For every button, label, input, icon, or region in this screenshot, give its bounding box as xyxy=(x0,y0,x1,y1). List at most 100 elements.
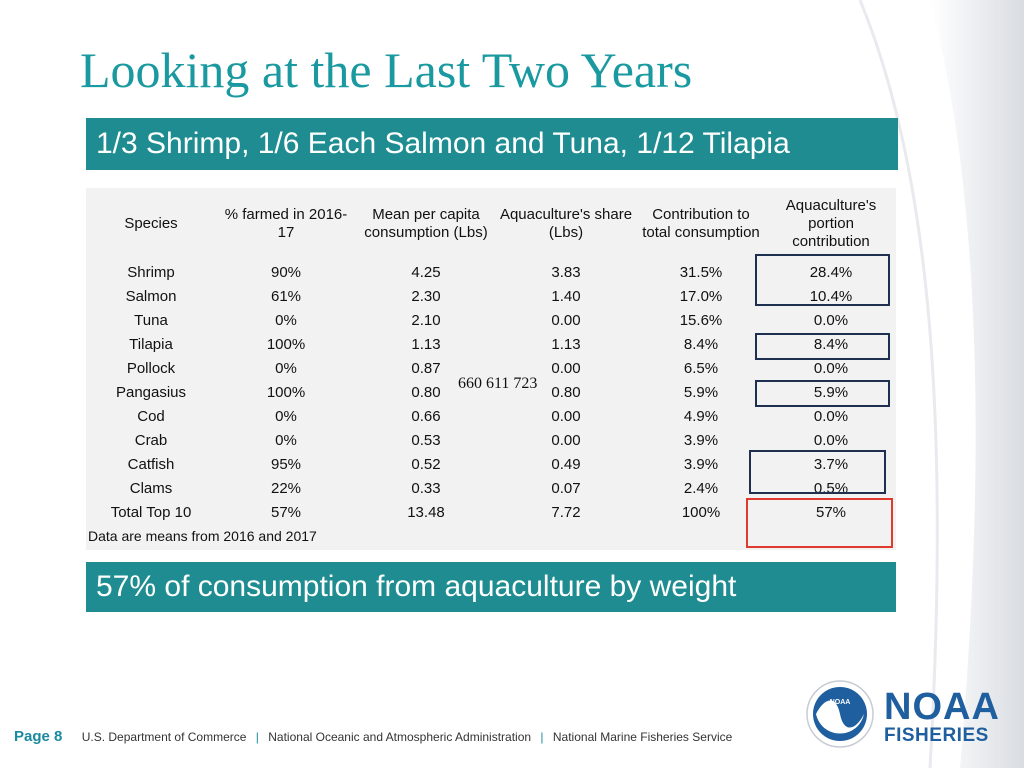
wordmark-noaa: NOAA xyxy=(884,686,1000,728)
cell-mean-consumption: 13.48 xyxy=(407,503,445,521)
highlight-box-catfish xyxy=(749,450,886,494)
footer-item-commerce: U.S. Department of Commerce xyxy=(81,730,247,744)
cell-contribution: 8.4% xyxy=(683,335,719,353)
cell-species: Clams xyxy=(129,479,173,497)
cell-aquaculture-share: 0.00 xyxy=(551,311,581,329)
cell-percent-farmed: 61% xyxy=(270,287,302,305)
cell-aquaculture-share: 0.80 xyxy=(551,383,581,401)
cell-mean-consumption: 2.30 xyxy=(411,287,441,305)
cell-aquaculture-share: 0.00 xyxy=(551,431,581,449)
consumption-table: Species % farmed in 2016-17 Mean per cap… xyxy=(86,188,896,548)
cell-percent-farmed: 95% xyxy=(270,455,302,473)
table-row: Salmon 61% 2.30 1.40 17.0% 10.4% xyxy=(86,284,896,308)
cell-aquaculture-portion: 28.4% xyxy=(809,263,853,281)
table-row: Clams 22% 0.33 0.07 2.4% 0.5% xyxy=(86,476,896,500)
cell-aquaculture-share: 3.83 xyxy=(551,263,581,281)
cell-percent-farmed: 57% xyxy=(270,503,302,521)
cell-mean-consumption: 2.10 xyxy=(411,311,441,329)
footer-item-noaa: National Oceanic and Atmospheric Adminis… xyxy=(268,730,532,744)
table-row: Crab 0% 0.53 0.00 3.9% 0.0% xyxy=(86,428,896,452)
cell-contribution: 3.9% xyxy=(683,455,719,473)
cell-species: Tuna xyxy=(134,311,168,329)
overlay-number: 660 611 723 xyxy=(458,375,538,392)
cell-aquaculture-portion: 57% xyxy=(815,503,847,521)
cell-percent-farmed: 0% xyxy=(275,359,297,377)
cell-aquaculture-share: 0.49 xyxy=(551,455,581,473)
cell-percent-farmed: 100% xyxy=(266,335,306,353)
header-aquaculture-share: Aquaculture's share (Lbs) xyxy=(499,206,633,241)
cell-percent-farmed: 22% xyxy=(270,479,302,497)
cell-aquaculture-portion: 3.7% xyxy=(813,455,849,473)
table-row: Catfish 95% 0.52 0.49 3.9% 3.7% xyxy=(86,452,896,476)
bottom-banner: 57% of consumption from aquaculture by w… xyxy=(86,562,896,612)
highlight-box-total xyxy=(746,498,893,548)
highlight-box-tilapia xyxy=(755,333,890,360)
cell-contribution: 3.9% xyxy=(683,431,719,449)
table-row: Tilapia 100% 1.13 1.13 8.4% 8.4% xyxy=(86,332,896,356)
cell-contribution: 31.5% xyxy=(679,263,723,281)
header-contribution: Contribution to total consumption xyxy=(642,206,760,241)
header-species: Species xyxy=(124,215,178,232)
cell-aquaculture-portion: 5.9% xyxy=(813,383,849,401)
emblem-label: NOAA xyxy=(830,699,851,706)
cell-contribution: 2.4% xyxy=(683,479,719,497)
cell-mean-consumption: 0.52 xyxy=(411,455,441,473)
cell-aquaculture-share: 0.00 xyxy=(551,407,581,425)
cell-species: Shrimp xyxy=(127,263,175,281)
cell-species: Tilapia xyxy=(129,335,173,353)
page-number: Page 8 xyxy=(14,728,63,745)
cell-aquaculture-share: 1.13 xyxy=(551,335,581,353)
cell-aquaculture-share: 0.00 xyxy=(551,359,581,377)
table-row: Pangasius 100% 0.80 0.80 5.9% 5.9% xyxy=(86,380,896,404)
table-row: Tuna 0% 2.10 0.00 15.6% 0.0% xyxy=(86,308,896,332)
cell-contribution: 6.5% xyxy=(683,359,719,377)
header-mean-consumption: Mean per capita consumption (Lbs) xyxy=(364,206,488,241)
header-aquaculture-portion: Aquaculture's portion contribution xyxy=(785,197,877,250)
cell-aquaculture-portion: 8.4% xyxy=(813,335,849,353)
cell-species: Pollock xyxy=(126,359,176,377)
cell-mean-consumption: 0.53 xyxy=(411,431,441,449)
cell-species: Total Top 10 xyxy=(110,503,192,521)
highlight-box-shrimp-salmon xyxy=(755,254,890,306)
cell-mean-consumption: 1.13 xyxy=(411,335,441,353)
footer-item-nmfs: National Marine Fisheries Service xyxy=(552,730,733,744)
table-note-row: Data are means from 2016 and 2017 xyxy=(86,524,896,548)
cell-species: Crab xyxy=(134,431,168,449)
top-banner: 1/3 Shrimp, 1/6 Each Salmon and Tuna, 1/… xyxy=(86,118,898,170)
noaa-fisheries-wordmark: NOAA FISHERIES xyxy=(884,688,1000,745)
table-row: Shrimp 90% 4.25 3.83 31.5% 28.4% xyxy=(86,260,896,284)
table-note: Data are means from 2016 and 2017 xyxy=(88,528,317,544)
cell-mean-consumption: 4.25 xyxy=(411,263,441,281)
highlight-box-pangasius xyxy=(755,380,890,407)
cell-aquaculture-share: 1.40 xyxy=(551,287,581,305)
noaa-emblem-logo: NOAA xyxy=(806,680,874,748)
header-percent-farmed: % farmed in 2016-17 xyxy=(224,206,348,241)
cell-percent-farmed: 0% xyxy=(275,311,297,329)
cell-contribution: 4.9% xyxy=(683,407,719,425)
cell-aquaculture-portion: 0.0% xyxy=(813,431,849,449)
cell-aquaculture-portion: 0.0% xyxy=(813,407,849,425)
slide-title: Looking at the Last Two Years xyxy=(80,42,693,98)
cell-contribution: 15.6% xyxy=(679,311,723,329)
cell-species: Cod xyxy=(137,407,165,425)
cell-percent-farmed: 0% xyxy=(275,431,297,449)
cell-species: Pangasius xyxy=(115,383,187,401)
cell-aquaculture-portion: 10.4% xyxy=(809,287,853,305)
cell-species: Catfish xyxy=(127,455,175,473)
cell-percent-farmed: 100% xyxy=(266,383,306,401)
footer: Page 8 U.S. Department of Commerce | Nat… xyxy=(14,728,732,745)
cell-contribution: 100% xyxy=(681,503,721,521)
cell-contribution: 17.0% xyxy=(679,287,723,305)
cell-mean-consumption: 0.80 xyxy=(411,383,441,401)
cell-mean-consumption: 0.87 xyxy=(411,359,441,377)
wordmark-fisheries: FISHERIES xyxy=(884,725,989,746)
cell-aquaculture-portion: 0.0% xyxy=(813,311,849,329)
cell-aquaculture-portion: 0.0% xyxy=(813,359,849,377)
footer-separator: | xyxy=(540,730,544,744)
table-row: Pollock 0% 0.87 0.00 6.5% 0.0% xyxy=(86,356,896,380)
cell-percent-farmed: 90% xyxy=(270,263,302,281)
cell-aquaculture-share: 0.07 xyxy=(551,479,581,497)
cell-mean-consumption: 0.33 xyxy=(411,479,441,497)
data-table-container: Species % farmed in 2016-17 Mean per cap… xyxy=(86,188,896,550)
table-header-row: Species % farmed in 2016-17 Mean per cap… xyxy=(86,188,896,260)
